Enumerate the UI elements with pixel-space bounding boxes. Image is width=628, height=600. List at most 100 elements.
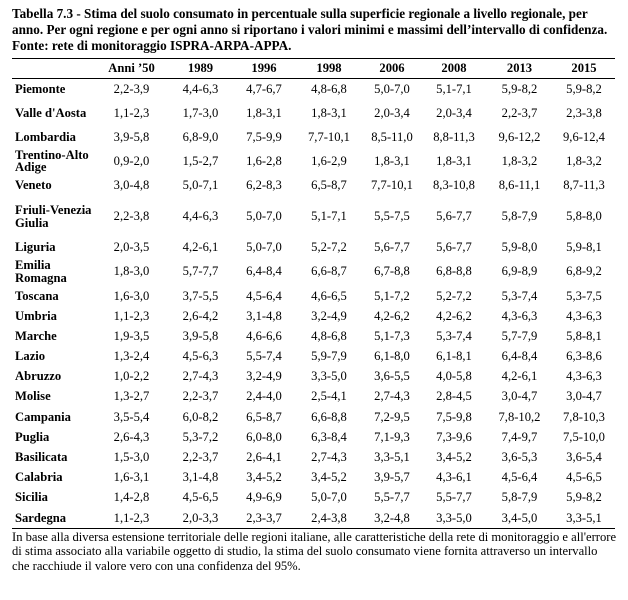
value-cell: 6,3-8,4 [311,429,347,444]
value-cell: 4,5-6,4 [501,470,538,485]
value-cell: 2,6-4,1 [246,450,282,465]
value-cell: 1,8-3,1 [311,105,347,120]
value-cell: 2,2-3,8 [113,209,150,224]
value-cell: 5,0-7,0 [246,209,282,224]
value-cell: 5,9-7,9 [311,349,347,364]
value-cell: 3,4-5,2 [436,450,472,465]
header-cell: 1998 [296,58,362,79]
table-row: Abruzzo 1,0-2,2 2,7-4,3 3,2-4,9 3,3-5,0 3,6-5… [12,367,615,387]
region-name: Toscana [15,288,59,303]
table-row: Trentino-Alto Adige 0,9-2,0 1,5-2,7 1,6-2,8… [12,147,615,175]
value-cell: 3,2-4,8 [362,507,422,529]
value-cell: 2,2-3,7 [182,389,219,404]
value-cell: 1,6-2,9 [311,154,347,169]
value-cell: 5,9-8,2 [566,81,602,96]
value-cell: 1,1-2,3 [94,507,169,529]
value-cell: 1,8-3,2 [501,154,538,169]
value-cell: 5,9-8,2 [566,490,602,505]
value-cell: 2,2-3,7 [182,450,219,465]
value-cell: 5,8-7,9 [501,209,538,224]
region-name: Valle d'Aosta [15,105,87,120]
region-name: Sardegna [12,507,94,529]
value-cell: 5,0-7,0 [311,490,347,505]
value-cell: 5,6-7,7 [436,209,472,224]
value-cell: 5,8-8,1 [566,328,602,343]
value-cell: 6,8-8,8 [436,264,472,279]
value-cell: 6,0-8,2 [182,409,219,424]
value-cell: 1,3-2,7 [113,389,150,404]
value-cell: 7,5-9,8 [436,409,472,424]
value-cell: 5,6-7,7 [436,240,472,255]
value-cell: 6,0-8,0 [246,429,282,444]
value-cell: 7,7-10,1 [308,129,350,144]
table-row: Molise 1,3-2,7 2,2-3,7 2,4-4,0 2,5-4,1 2,7-4,… [12,387,615,407]
value-cell: 1,8-3,1 [246,105,282,120]
value-cell: 4,4-6,3 [182,209,219,224]
value-cell: 1,1-2,3 [113,308,150,323]
value-cell: 1,1-2,3 [113,105,150,120]
table-row: Calabria 1,6-3,1 3,1-4,8 3,4-5,2 3,4-5,2 3,9-… [12,467,615,487]
header-cell: 2015 [553,58,615,79]
value-cell: 6,8-9,2 [566,264,602,279]
value-cell: 4,5-6,5 [182,490,219,505]
value-cell: 3,2-4,9 [246,369,282,384]
value-cell: 2,3-3,8 [566,105,602,120]
value-cell: 3,0-4,7 [566,389,602,404]
region-name: Puglia [15,429,50,444]
header-cell: 2006 [362,58,422,79]
value-cell: 7,5-10,0 [563,429,605,444]
region-name: Marche [15,328,57,343]
value-cell: 4,5-6,5 [566,470,602,485]
value-cell: 6,6-8,7 [311,264,347,279]
value-cell: 4,8-6,8 [311,81,347,96]
value-cell: 1,8-3,0 [113,264,150,279]
table-row: Lombardia 3,9-5,8 6,8-9,0 7,5-9,9 7,7-10,1 8,… [12,127,615,147]
value-cell: 4,5-6,3 [182,349,219,364]
value-cell: 2,4-3,8 [296,507,362,529]
value-cell: 3,3-5,0 [311,369,347,384]
value-cell: 5,7-7,9 [501,328,538,343]
value-cell: 3,6-5,4 [566,450,602,465]
value-cell: 3,7-5,5 [182,288,219,303]
value-cell: 1,4-2,8 [113,490,150,505]
value-cell: 3,6-5,3 [501,450,538,465]
value-cell: 2,0-3,4 [374,105,410,120]
value-cell: 8,8-11,3 [433,129,475,144]
value-cell: 5,0-7,0 [374,81,410,96]
table-row: Lazio 1,3-2,4 4,5-6,3 5,5-7,4 5,9-7,9 6,1-8,0… [12,346,615,366]
value-cell: 5,0-7,0 [246,240,282,255]
value-cell: 1,8-3,1 [436,154,472,169]
value-cell: 6,5-8,7 [246,409,282,424]
value-cell: 5,8-7,9 [501,490,538,505]
value-cell: 6,5-8,7 [311,178,347,193]
value-cell: 4,2-6,2 [374,308,410,323]
table-row: Sardegna 1,1-2,3 2,0-3,3 2,3-3,7 2,4-3,8 3,2-… [12,507,615,529]
header-cell [12,58,94,79]
table-row: Liguria 2,0-3,5 4,2-6,1 5,0-7,0 5,2-7,2 5,6-7… [12,238,615,258]
value-cell: 3,5-5,4 [113,409,150,424]
value-cell: 7,5-9,9 [246,129,282,144]
value-cell: 4,6-6,5 [311,288,347,303]
value-cell: 4,7-6,7 [246,81,282,96]
table-row: Toscana 1,6-3,0 3,7-5,5 4,5-6,4 4,6-6,5 5,1-7… [12,286,615,306]
value-cell: 3,1-4,8 [246,308,282,323]
value-cell: 6,4-8,4 [501,349,538,364]
value-cell: 1,9-3,5 [113,328,150,343]
value-cell: 2,2-3,7 [501,105,538,120]
value-cell: 1,7-3,0 [182,105,219,120]
value-cell: 5,5-7,7 [374,490,410,505]
value-cell: 4,4-6,3 [182,81,219,96]
table-row: Umbria 1,1-2,3 2,6-4,2 3,1-4,8 3,2-4,9 4,2-6,… [12,306,615,326]
value-cell: 2,6-4,3 [113,429,150,444]
region-name: Piemonte [15,81,66,96]
value-cell: 6,6-8,8 [311,409,347,424]
value-cell: 6,1-8,0 [374,349,410,364]
value-cell: 0,9-2,0 [113,154,150,169]
value-cell: 5,1-7,3 [374,328,410,343]
header-cell: Anni ’50 [94,58,169,79]
value-cell: 5,3-7,2 [182,429,219,444]
region-name: Sicilia [15,490,48,505]
value-cell: 7,4-9,7 [501,429,538,444]
region-name: Umbria [15,308,57,323]
value-cell: 5,9-8,0 [501,240,538,255]
